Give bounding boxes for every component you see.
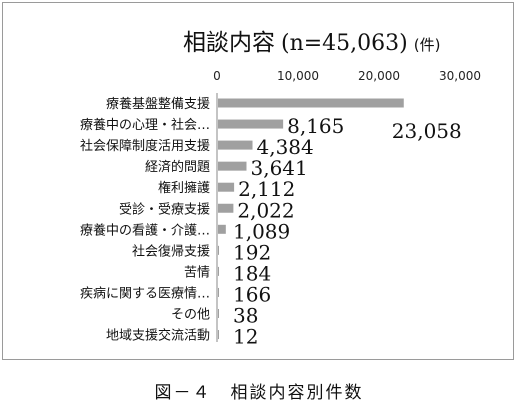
data-labels: 23,0588,1654,3843,6412,1122,0221,0891921…: [233, 114, 462, 348]
data-label: 38: [233, 304, 258, 328]
x-tick-label: 30,000: [439, 69, 481, 83]
category-label: 受診・受療支援: [119, 201, 210, 217]
category-label: 療養中の看護・介護…: [80, 222, 210, 238]
bar: [218, 119, 284, 129]
data-label: 8,165: [287, 114, 344, 138]
data-label: 3,641: [250, 156, 307, 180]
data-label: 12: [233, 325, 258, 349]
chart-title-n: (n=45,063): [281, 31, 408, 56]
chart-title-main: 相談内容: [183, 30, 275, 56]
chart-title: 相談内容 (n=45,063) (件): [183, 30, 440, 56]
data-label: 192: [233, 240, 271, 264]
data-label: 2,112: [238, 177, 295, 201]
chart: 相談内容 (n=45,063) (件) 0 10,000 20,000 30,000 療養…: [80, 30, 481, 349]
category-label: 療養中の心理・社会…: [80, 117, 210, 133]
bar: [218, 330, 219, 340]
bar: [218, 266, 219, 276]
category-label: 疾病に関する医療情…: [80, 286, 210, 301]
chart-title-unit: (件): [414, 36, 441, 54]
bar: [218, 98, 404, 108]
x-tick-label: 10,000: [277, 69, 319, 83]
category-label: 経済的問題: [145, 159, 210, 175]
bar: [218, 287, 219, 297]
bar: [218, 309, 219, 318]
data-label: 166: [233, 282, 271, 306]
data-label: 2,022: [237, 198, 294, 222]
category-label: 苦情: [184, 264, 210, 280]
x-axis-ticks: 0 10,000 20,000 30,000: [213, 69, 481, 83]
bar: [218, 140, 253, 150]
data-label: 1,089: [233, 219, 290, 243]
bar: [218, 182, 235, 192]
data-label: 4,384: [257, 135, 314, 159]
category-label: その他: [171, 308, 210, 323]
category-label: 社会復帰支援: [132, 243, 210, 259]
bars: [218, 98, 404, 340]
figure-caption: 図－４ 相談内容別件数: [154, 383, 364, 403]
bar: [218, 245, 219, 255]
x-tick-label: 20,000: [358, 69, 400, 83]
data-label: 23,058: [392, 119, 462, 143]
category-label: 地域支援交流活動: [106, 328, 210, 344]
data-label: 184: [233, 261, 271, 285]
x-tick-label: 0: [213, 69, 221, 83]
bar: [218, 224, 226, 234]
chart-frame: [2, 2, 514, 360]
bar: [218, 161, 247, 171]
category-label: 療養基盤整備支援: [106, 96, 210, 112]
bar: [218, 203, 234, 213]
category-label: 権利擁護: [158, 180, 210, 196]
category-label: 社会保障制度活用支援: [80, 138, 210, 154]
